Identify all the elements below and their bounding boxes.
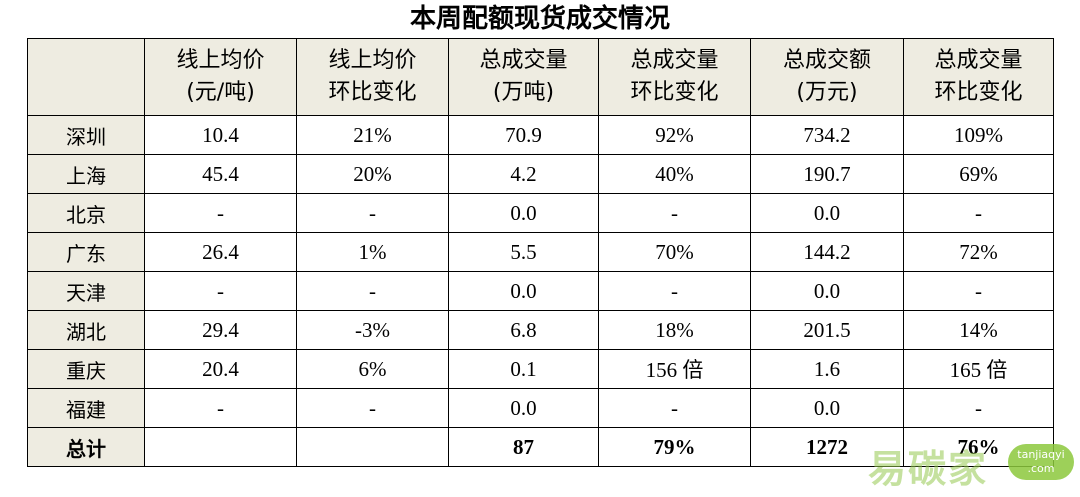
price-change-cell: 21% [296, 115, 449, 155]
total-label-cell: 总计 [27, 427, 145, 467]
volume-change-cell: 79% [598, 427, 751, 467]
trading-summary-table: 线上均价 (元/吨) 线上均价 环比变化 总成交量 (万吨) 总成交量 环比变化… [27, 38, 1054, 467]
header-line: 线上均价 [328, 48, 417, 73]
price-cell: 20.4 [144, 349, 297, 389]
header-cell-price: 线上均价 (元/吨) [144, 38, 297, 116]
city-cell: 天津 [27, 271, 145, 311]
volume-change-cell: 40% [598, 154, 751, 194]
amount-cell: 0.0 [750, 193, 904, 233]
page-title: 本周配额现货成交情况 [409, 4, 670, 34]
price-cell: - [144, 388, 297, 428]
volume-cell: 5.5 [448, 232, 599, 272]
amount-change-cell: 76% [903, 427, 1054, 467]
amount-cell: 1272 [750, 427, 904, 467]
price-change-cell: -3% [296, 310, 449, 350]
price-change-cell: 20% [296, 154, 449, 194]
header-cell-amount: 总成交额 (万元) [750, 38, 904, 116]
amount-change-cell: 69% [903, 154, 1054, 194]
city-cell: 福建 [27, 388, 145, 428]
total-row: 总计 87 79% 1272 76% [27, 427, 1054, 467]
header-line: (万元) [796, 80, 858, 105]
volume-cell: 4.2 [448, 154, 599, 194]
amount-cell: 201.5 [750, 310, 904, 350]
volume-cell: 0.0 [448, 271, 599, 311]
amount-change-cell: 109% [903, 115, 1054, 155]
table-row: 重庆 20.4 6% 0.1 156 倍 1.6 165 倍 [27, 349, 1054, 389]
amount-change-cell: 72% [903, 232, 1054, 272]
amount-change-cell: 14% [903, 310, 1054, 350]
city-cell: 广东 [27, 232, 145, 272]
header-cell-price-change: 线上均价 环比变化 [296, 38, 449, 116]
price-cell: 26.4 [144, 232, 297, 272]
table-row: 湖北 29.4 -3% 6.8 18% 201.5 14% [27, 310, 1054, 350]
volume-cell: 0.1 [448, 349, 599, 389]
price-cell: 29.4 [144, 310, 297, 350]
volume-change-cell: 70% [598, 232, 751, 272]
amount-cell: 1.6 [750, 349, 904, 389]
table-header-row: 线上均价 (元/吨) 线上均价 环比变化 总成交量 (万吨) 总成交量 环比变化… [27, 38, 1054, 116]
price-change-cell: 1% [296, 232, 449, 272]
header-line: (元/吨) [186, 80, 255, 105]
city-cell: 湖北 [27, 310, 145, 350]
header-line: 总成交量 [934, 48, 1023, 73]
volume-cell: 0.0 [448, 193, 599, 233]
city-cell: 深圳 [27, 115, 145, 155]
price-change-cell: - [296, 388, 449, 428]
price-change-cell: 6% [296, 349, 449, 389]
table-row: 福建 - - 0.0 - 0.0 - [27, 388, 1054, 428]
amount-change-cell: - [903, 193, 1054, 233]
volume-change-cell: 156 倍 [598, 349, 751, 389]
volume-change-cell: 92% [598, 115, 751, 155]
city-cell: 重庆 [27, 349, 145, 389]
amount-change-cell: - [903, 388, 1054, 428]
header-line: 总成交量 [479, 48, 568, 73]
price-change-cell [296, 427, 449, 467]
price-cell: 10.4 [144, 115, 297, 155]
city-cell: 北京 [27, 193, 145, 233]
header-line: 环比变化 [328, 80, 417, 105]
price-cell: - [144, 193, 297, 233]
header-cell-amount-change: 总成交量 环比变化 [903, 38, 1054, 116]
header-cell-volume-change: 总成交量 环比变化 [598, 38, 751, 116]
volume-cell: 87 [448, 427, 599, 467]
amount-change-cell: - [903, 271, 1054, 311]
header-line: 总成交量 [630, 48, 719, 73]
amount-cell: 144.2 [750, 232, 904, 272]
table-row: 上海 45.4 20% 4.2 40% 190.7 69% [27, 154, 1054, 194]
header-corner-cell [27, 38, 145, 116]
amount-change-cell: 165 倍 [903, 349, 1054, 389]
table-row: 深圳 10.4 21% 70.9 92% 734.2 109% [27, 115, 1054, 155]
volume-cell: 0.0 [448, 388, 599, 428]
amount-cell: 190.7 [750, 154, 904, 194]
header-cell-volume: 总成交量 (万吨) [448, 38, 599, 116]
amount-cell: 0.0 [750, 271, 904, 311]
volume-change-cell: - [598, 271, 751, 311]
city-cell: 上海 [27, 154, 145, 194]
table-row: 天津 - - 0.0 - 0.0 - [27, 271, 1054, 311]
header-line: 环比变化 [630, 80, 719, 105]
volume-change-cell: - [598, 388, 751, 428]
volume-change-cell: 18% [598, 310, 751, 350]
table-row: 广东 26.4 1% 5.5 70% 144.2 72% [27, 232, 1054, 272]
header-line: 线上均价 [176, 48, 265, 73]
volume-cell: 70.9 [448, 115, 599, 155]
price-cell [144, 427, 297, 467]
volume-change-cell: - [598, 193, 751, 233]
table-row: 北京 - - 0.0 - 0.0 - [27, 193, 1054, 233]
amount-cell: 734.2 [750, 115, 904, 155]
header-line: 总成交额 [782, 48, 871, 73]
price-change-cell: - [296, 271, 449, 311]
price-cell: 45.4 [144, 154, 297, 194]
amount-cell: 0.0 [750, 388, 904, 428]
header-line: 环比变化 [934, 80, 1023, 105]
price-change-cell: - [296, 193, 449, 233]
price-cell: - [144, 271, 297, 311]
volume-cell: 6.8 [448, 310, 599, 350]
header-line: (万吨) [492, 80, 555, 105]
